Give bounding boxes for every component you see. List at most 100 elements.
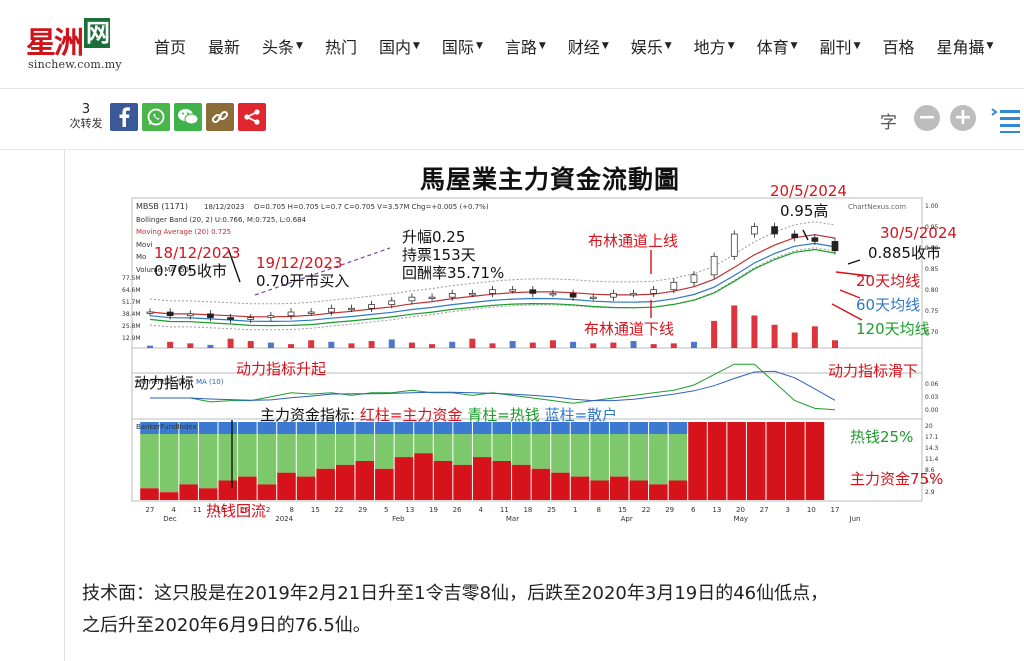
price-tick-label: 0.95	[925, 224, 939, 231]
candle-body	[448, 293, 456, 298]
volume-bar	[408, 342, 415, 348]
nav-item-7[interactable]: 财经 ▼	[568, 34, 609, 58]
x-tick-label: 26	[453, 506, 462, 514]
article-list-icon[interactable]	[990, 104, 1022, 134]
ann-ma20: 20天均线	[856, 272, 921, 290]
candle-body	[287, 311, 295, 317]
banker-bar-green	[335, 434, 355, 465]
volume-bars	[147, 305, 838, 348]
nav-item-label: 星角攝	[936, 38, 985, 57]
nav-item-2[interactable]: 头条 ▼	[262, 34, 303, 58]
nav-item-5[interactable]: 国际 ▼	[442, 34, 483, 58]
banker-bar-green	[296, 434, 316, 477]
chart-date: 18/12/2023	[204, 203, 244, 211]
nav-item-10[interactable]: 体育 ▼	[757, 34, 798, 58]
nav-item-11[interactable]: 副刊 ▼	[820, 34, 861, 58]
x-axis-ticks: 27 4 11 18 26 2 8 15 22 29 5 13 19 26 4 11 18 25 1 8 15 22 29 6…	[146, 506, 861, 523]
price-tick-label: 0.70	[925, 329, 939, 336]
volume-bar	[167, 341, 174, 348]
link-icon	[211, 110, 229, 124]
banker-tick-label: 8.6	[925, 467, 935, 474]
nav-item-13[interactable]: 星角攝 ▼	[937, 34, 994, 58]
ann-buy-close: 0.705收市	[154, 262, 227, 280]
nav-item-12[interactable]: 百格	[882, 34, 914, 58]
candle-body	[509, 289, 516, 292]
whatsapp-share-button[interactable]	[142, 103, 170, 131]
ann-momentum-title: 动力指标	[134, 374, 195, 392]
banker-bar-blue	[179, 422, 198, 434]
volume-bar	[529, 342, 536, 348]
nav-item-9[interactable]: 地方 ▼	[694, 34, 735, 58]
month-label: Apr	[621, 515, 633, 523]
banker-bar-green	[570, 434, 590, 477]
candle-body	[267, 315, 275, 318]
price-tick-label: 1.00	[925, 203, 939, 210]
month-label: May	[734, 515, 748, 523]
caret-down-icon: ▼	[727, 41, 735, 51]
candle-body	[569, 293, 577, 298]
banker-bar-green	[433, 434, 453, 461]
banker-bar-green	[179, 434, 198, 485]
banker-bar-green	[512, 434, 531, 465]
momentum-lines	[150, 363, 836, 411]
caret-down-icon: ▼	[538, 41, 546, 51]
banker-bar-red	[786, 422, 805, 500]
volume-bar	[308, 340, 315, 348]
candle-body	[771, 226, 778, 235]
facebook-icon	[119, 107, 130, 127]
candle-body	[166, 311, 174, 317]
facebook-share-button[interactable]	[110, 103, 138, 131]
banker-bar-red	[590, 480, 609, 500]
banker-bar-red	[159, 492, 179, 500]
ann-momentum-slide: 动力指标滑下	[828, 362, 919, 380]
banker-bar-green	[277, 434, 296, 473]
arrow-last	[847, 259, 861, 265]
banker-bar-red	[355, 461, 375, 500]
month-label: Mar	[506, 515, 519, 523]
candle-body	[186, 313, 194, 317]
x-tick-label: 2	[266, 506, 270, 514]
month-label: 2024	[275, 515, 293, 523]
caret-down-icon: ▼	[601, 41, 609, 51]
nav-item-1[interactable]: 最新	[208, 34, 240, 58]
nav-item-0[interactable]: 首页	[154, 34, 186, 58]
month-label: Feb	[392, 515, 405, 523]
nav-item-6[interactable]: 言路 ▼	[505, 34, 546, 58]
site-header: 星洲网 sinchew.com.my 首页 最新 头条 ▼ 热门 国内 ▼ 国际 ▼ 言路 ▼ 财经 ▼…	[0, 0, 1024, 89]
volume-bar	[751, 315, 758, 348]
price-panel-frame	[131, 197, 923, 349]
banker-bar-red	[551, 472, 570, 500]
banker-bar-green	[355, 434, 375, 461]
volume-tick-label: 51.7M	[122, 299, 141, 306]
banker-bar-blue	[551, 422, 570, 434]
nav-item-label: 副刊	[819, 38, 852, 57]
volume-bar	[489, 343, 496, 348]
volume-tick-label: 64.6M	[122, 287, 141, 294]
chart-ticker: MBSB (1171)	[136, 202, 188, 211]
candle-body	[348, 307, 355, 311]
nav-item-label: 娱乐	[630, 38, 663, 57]
x-tick-label: 26	[240, 506, 249, 514]
caret-down-icon: ▼	[853, 41, 861, 51]
share-count-label: 次转发	[69, 117, 103, 130]
x-tick-label: 20	[736, 506, 745, 514]
copy-link-button[interactable]	[206, 103, 234, 131]
wechat-share-button[interactable]	[174, 103, 202, 131]
font-decrease-button[interactable]: −	[914, 105, 940, 131]
candle-body	[751, 226, 758, 235]
nav-item-4[interactable]: 国内 ▼	[379, 34, 420, 58]
nav-item-3[interactable]: 热门	[325, 34, 357, 58]
volume-bar	[348, 343, 355, 348]
more-share-button[interactable]	[238, 103, 266, 131]
font-size-label: 字	[880, 113, 897, 133]
main-nav: 首页 最新 头条 ▼ 热门 国内 ▼ 国际 ▼ 言路 ▼ 财经 ▼ 娱乐 ▼ 地方 ▼ 体育 ▼ 副刊 ▼ 百格 星角攝 ▼	[154, 34, 1015, 58]
chart-title: 馬屋業主力資金流動圖	[419, 165, 680, 194]
font-increase-button[interactable]: +	[950, 105, 976, 131]
banker-bar-green	[159, 434, 179, 493]
banker-bar-red	[629, 480, 649, 500]
site-logo[interactable]: 星洲网 sinchew.com.my	[26, 18, 122, 72]
volume-bar	[449, 341, 456, 348]
x-tick-label: 22	[642, 506, 651, 514]
volume-bar	[811, 326, 818, 348]
nav-item-8[interactable]: 娱乐 ▼	[631, 34, 672, 58]
